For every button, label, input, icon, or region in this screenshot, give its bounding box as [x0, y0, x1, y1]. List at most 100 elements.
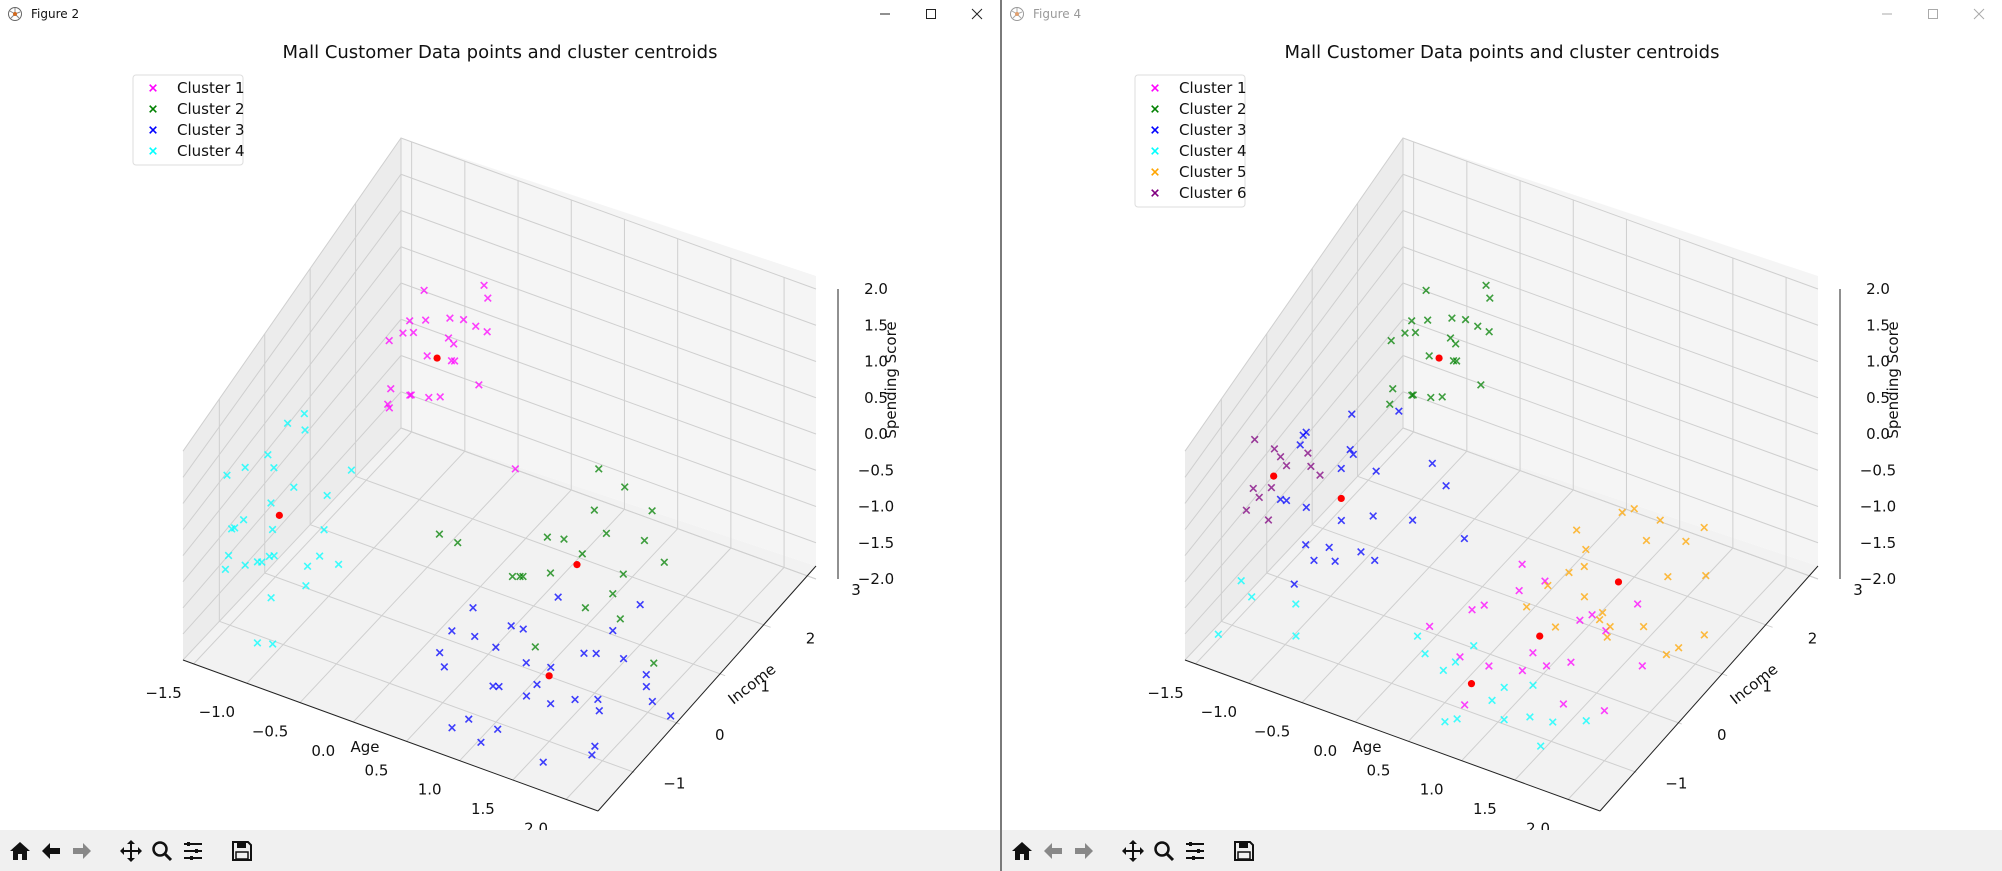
data-points — [221, 281, 675, 767]
close-button[interactable] — [1956, 0, 2002, 28]
chart-title: Mall Customer Data points and cluster ce… — [283, 42, 718, 63]
forward-button[interactable] — [1068, 835, 1099, 866]
close-button[interactable] — [954, 0, 1000, 28]
back-button[interactable] — [1037, 835, 1068, 866]
data-point — [1500, 715, 1508, 724]
data-point — [1461, 315, 1470, 324]
app-icon — [1010, 7, 1024, 21]
zoom-button[interactable] — [1148, 835, 1179, 866]
data-point — [1422, 286, 1430, 295]
data-point — [405, 316, 414, 325]
home-button[interactable] — [1006, 835, 1037, 866]
pan-button[interactable] — [115, 835, 146, 866]
navigation-toolbar — [0, 830, 1000, 871]
floor-pane — [1185, 428, 1818, 811]
data-point — [522, 692, 531, 700]
data-point — [1518, 666, 1527, 675]
data-point — [648, 506, 656, 515]
data-point — [1282, 496, 1291, 505]
back-button[interactable] — [35, 835, 66, 866]
data-point — [239, 515, 248, 524]
y-tick-label: 0 — [1717, 726, 1727, 744]
data-point — [648, 697, 657, 706]
figure-window-right[interactable]: Figure 4 −1.5 −1.0 −0.5 0.0 0.5 1.0 1.5 2.0 −1 0 1… — [1001, 0, 2002, 871]
maximize-button[interactable] — [908, 0, 954, 28]
chart-title: Mall Customer Data points and cluster ce… — [1285, 42, 1720, 63]
configure-subplots-button[interactable] — [1179, 835, 1210, 866]
x-tick-label: 1.5 — [1473, 800, 1497, 818]
z-gridline — [182, 282, 817, 556]
forward-button[interactable] — [66, 835, 97, 866]
figure-canvas[interactable]: −1.5 −1.0 −0.5 0.0 0.5 1.0 1.5 2.0 −1 0 1 2 3−2.0 −1.… — [0, 28, 1000, 830]
data-point — [450, 357, 459, 365]
x-tick-label: −1.0 — [199, 703, 235, 721]
data-point — [1485, 294, 1494, 303]
data-point — [1302, 503, 1311, 512]
data-point — [1446, 334, 1455, 342]
centroid-point — [1337, 494, 1345, 503]
data-point — [1425, 352, 1434, 360]
app-icon — [8, 7, 22, 21]
z-gridline — [1184, 173, 1819, 478]
minimize-button[interactable] — [862, 0, 908, 28]
data-point — [608, 626, 617, 635]
legend-marker — [1151, 168, 1159, 176]
title-bar[interactable]: Figure 4 — [1002, 0, 2002, 28]
x-axis-line — [182, 659, 599, 812]
data-point — [1468, 605, 1476, 614]
data-point — [424, 393, 433, 402]
data-point — [385, 404, 394, 412]
z-gridline — [1184, 209, 1819, 504]
data-point — [1480, 601, 1489, 610]
save-button[interactable] — [1228, 835, 1259, 866]
left-pane — [183, 138, 401, 660]
centroid-point — [1614, 578, 1623, 586]
z-gridline — [182, 354, 817, 609]
x-axis-label: Age — [350, 738, 379, 756]
data-point — [470, 632, 479, 641]
save-button[interactable] — [226, 835, 257, 866]
zoom-button[interactable] — [146, 835, 177, 866]
maximize-button[interactable] — [1910, 0, 1956, 28]
data-point — [1316, 471, 1324, 479]
save-icon — [1233, 840, 1254, 861]
data-point — [315, 552, 324, 561]
data-point — [464, 715, 473, 724]
figure-canvas[interactable]: −1.5 −1.0 −0.5 0.0 0.5 1.0 1.5 2.0 −1 0 1 2 3−2.0 −1.… — [1002, 28, 2002, 830]
configure-subplots-icon — [183, 841, 202, 860]
data-point — [289, 483, 298, 492]
data-point — [453, 538, 462, 547]
data-point — [590, 506, 599, 514]
home-button[interactable] — [4, 835, 35, 866]
data-point — [268, 525, 277, 534]
data-point — [407, 391, 416, 399]
legend-marker — [1151, 126, 1159, 134]
configure-subplots-button[interactable] — [177, 835, 208, 866]
data-point — [1413, 632, 1422, 641]
z-tick-label: −0.5 — [1860, 461, 1896, 479]
data-point — [1500, 683, 1509, 692]
data-point — [449, 340, 458, 348]
figure-window-left[interactable]: Figure 2 −1.5 −1.0 −0.5 0.0 0.5 1.0 1.5 2.0 −1 0 1… — [0, 0, 1001, 871]
x-tick-label: 1.0 — [1420, 781, 1444, 799]
minimize-button[interactable] — [1864, 0, 1910, 28]
y-axis-line — [1599, 565, 1819, 812]
data-point — [516, 572, 524, 581]
data-point — [223, 471, 231, 480]
minimize-icon — [880, 13, 890, 15]
title-bar[interactable]: Figure 2 — [0, 0, 1000, 28]
data-point — [1600, 706, 1609, 715]
x-tick-label: 0.0 — [311, 742, 335, 760]
z-gridline — [1184, 137, 1819, 452]
data-point — [492, 643, 500, 652]
data-point — [303, 562, 312, 571]
pan-button[interactable] — [1117, 835, 1148, 866]
data-point — [1453, 715, 1461, 723]
z-gridline — [182, 318, 817, 583]
data-point — [1385, 400, 1394, 409]
data-point — [1482, 281, 1490, 290]
data-point — [1372, 467, 1381, 476]
data-point — [620, 483, 629, 491]
x-tick-label: 0.5 — [365, 761, 389, 779]
data-point — [616, 615, 625, 623]
